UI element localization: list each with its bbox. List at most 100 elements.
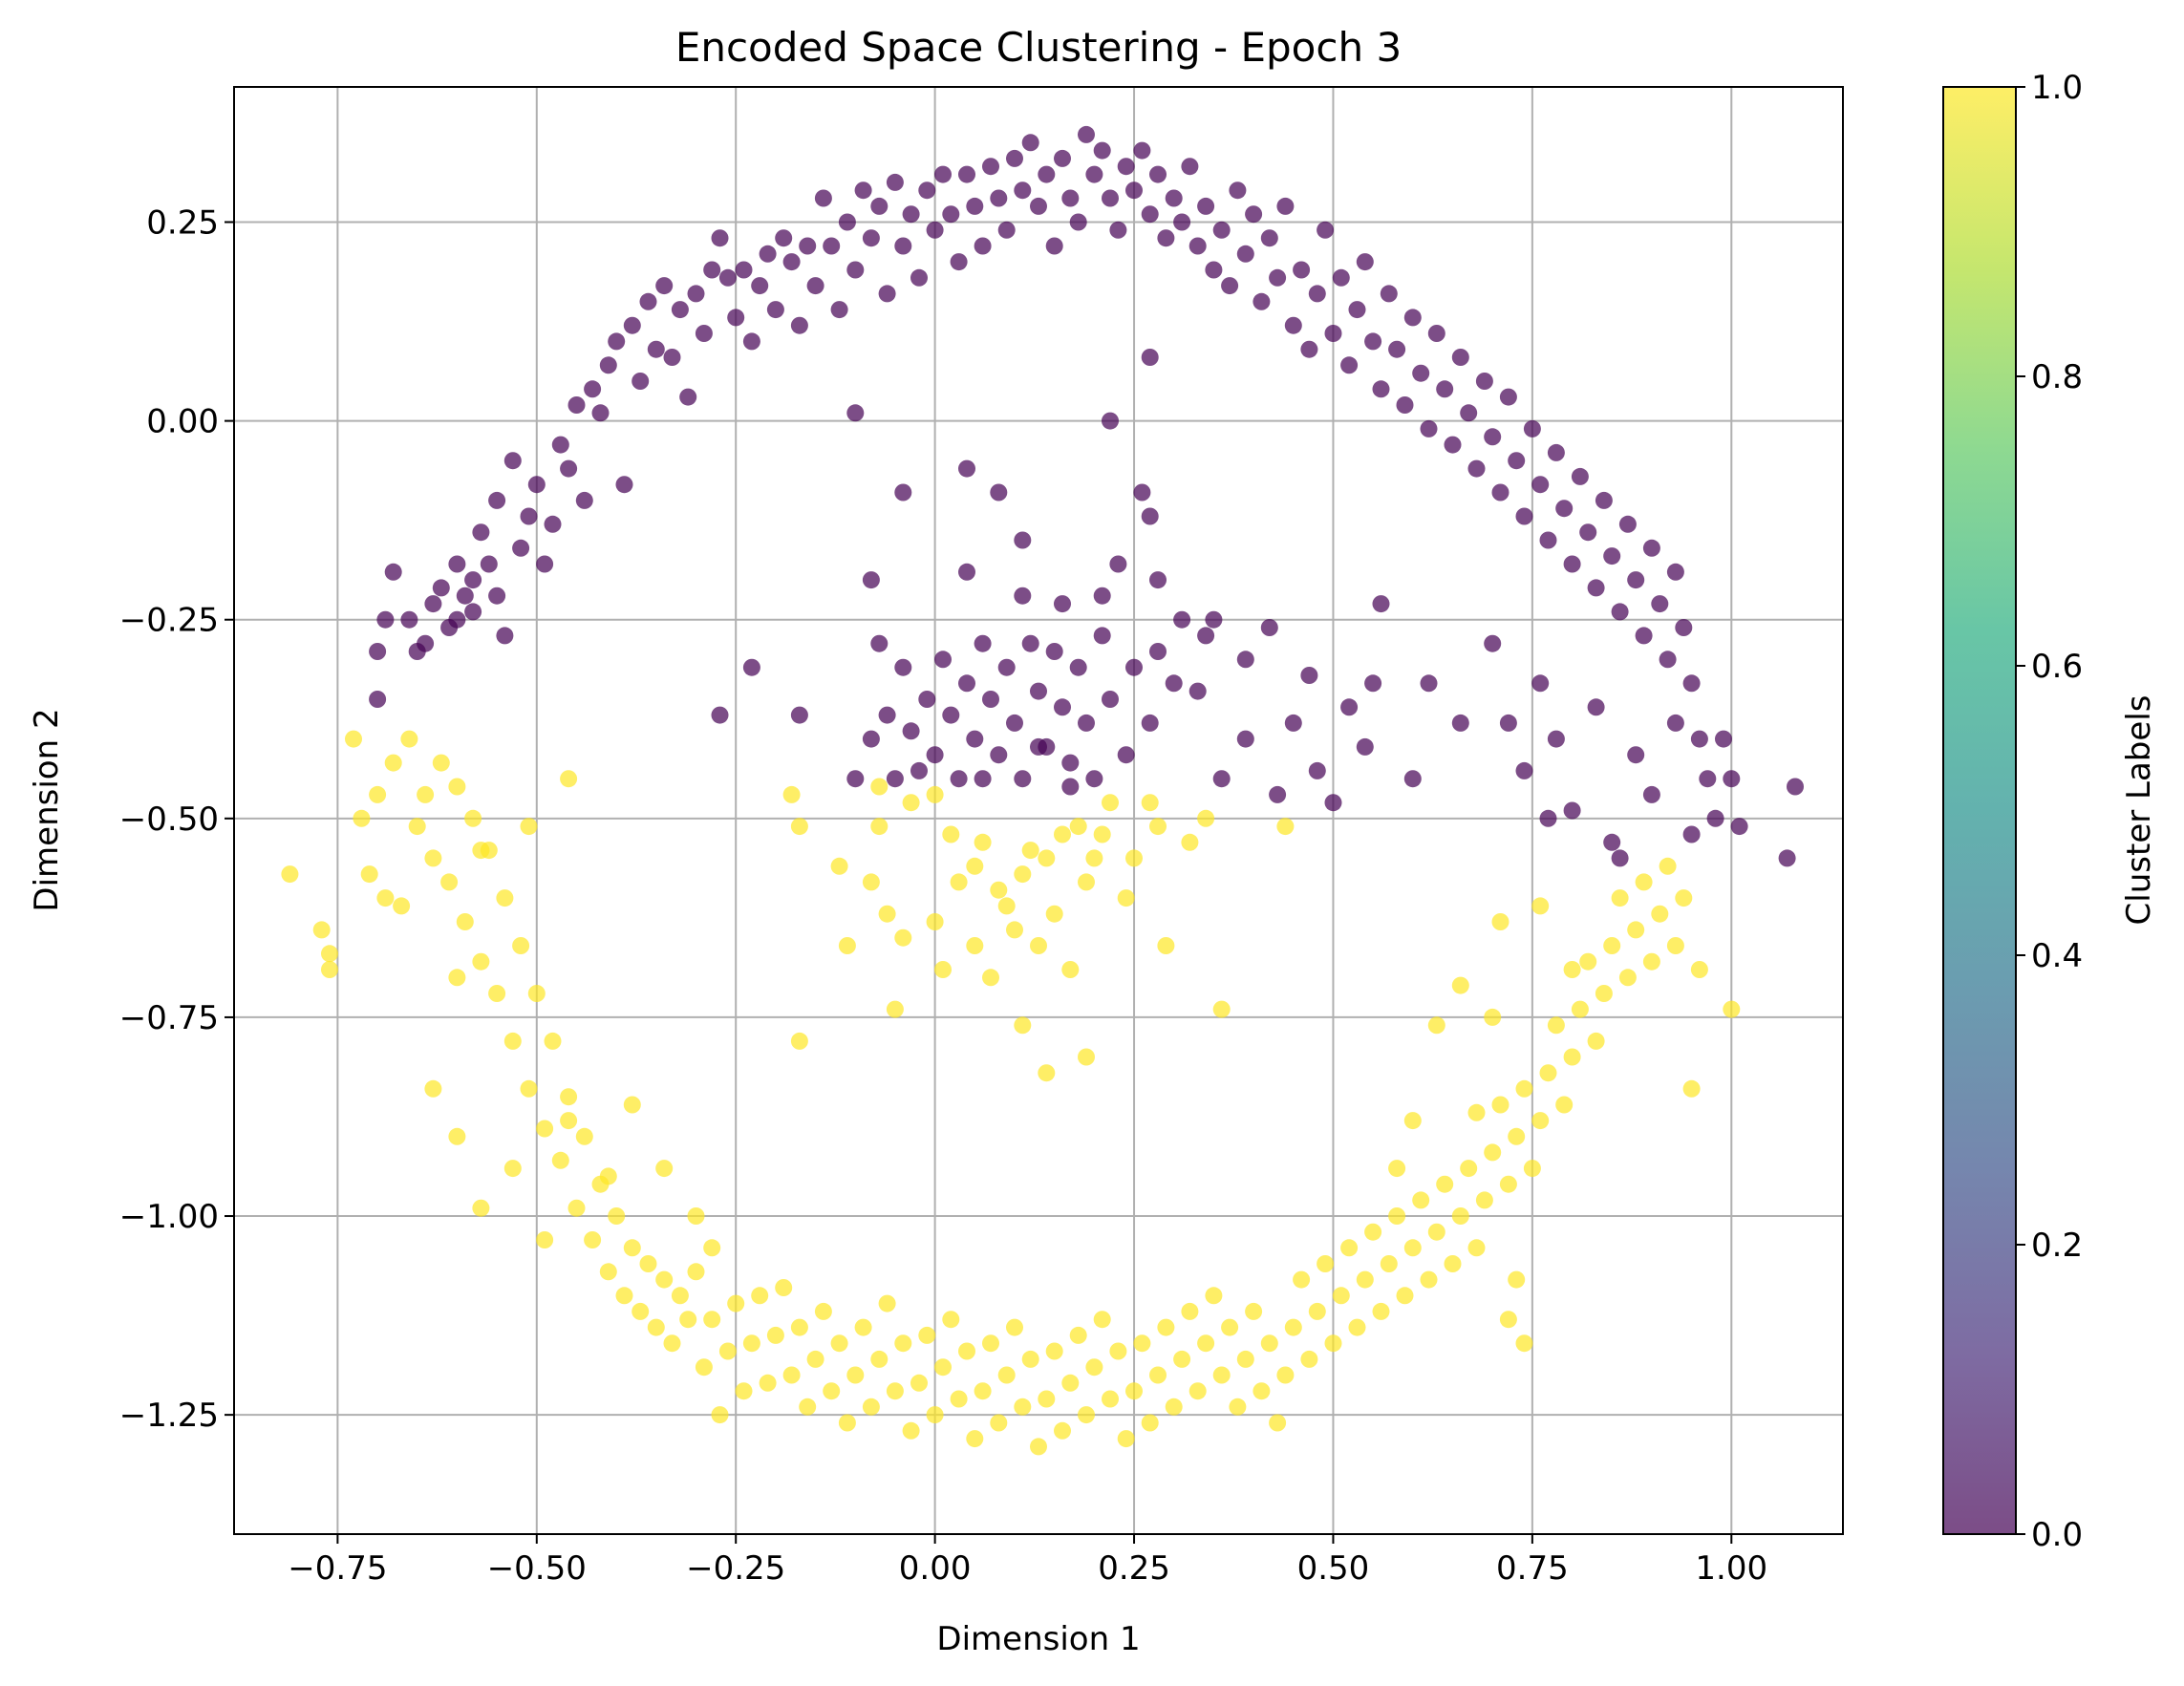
data-point-cluster-0 xyxy=(1451,349,1469,366)
colorbar-tick-label: 0.0 xyxy=(2031,1516,2083,1554)
data-point-cluster-1 xyxy=(560,1088,578,1106)
data-point-cluster-1 xyxy=(663,1334,681,1353)
data-point-cluster-0 xyxy=(1571,467,1589,485)
data-point-cluster-0 xyxy=(1508,452,1526,470)
data-point-cluster-0 xyxy=(1324,325,1342,342)
data-point-cluster-0 xyxy=(1723,770,1741,788)
data-point-cluster-1 xyxy=(376,889,395,907)
data-point-cluster-0 xyxy=(1372,595,1390,613)
data-point-cluster-0 xyxy=(1563,555,1581,573)
data-point-cluster-0 xyxy=(1675,619,1693,636)
x-tick-label: −0.75 xyxy=(288,1549,387,1588)
data-point-cluster-0 xyxy=(1260,229,1278,247)
data-point-cluster-1 xyxy=(1659,857,1677,875)
data-point-cluster-0 xyxy=(1014,770,1032,788)
data-point-cluster-1 xyxy=(424,1079,442,1098)
data-point-cluster-0 xyxy=(1340,356,1359,374)
data-point-cluster-0 xyxy=(1069,658,1087,676)
data-point-cluster-0 xyxy=(1054,698,1071,716)
data-point-cluster-0 xyxy=(1499,714,1517,732)
data-point-cluster-1 xyxy=(400,730,418,748)
data-point-cluster-0 xyxy=(894,237,912,255)
data-point-cluster-1 xyxy=(1197,809,1215,827)
data-point-cluster-1 xyxy=(520,818,538,836)
data-point-cluster-1 xyxy=(982,969,999,987)
data-point-cluster-1 xyxy=(1491,913,1510,930)
data-point-cluster-1 xyxy=(1038,849,1056,867)
data-point-cluster-1 xyxy=(1611,889,1629,907)
data-point-cluster-1 xyxy=(790,818,808,836)
data-point-cluster-0 xyxy=(1236,730,1254,748)
data-point-cluster-0 xyxy=(918,691,936,708)
data-point-cluster-1 xyxy=(775,1279,793,1296)
data-point-cluster-0 xyxy=(974,634,992,652)
data-point-cluster-0 xyxy=(1245,205,1263,224)
data-point-cluster-1 xyxy=(639,1255,657,1272)
data-point-cluster-1 xyxy=(551,1151,569,1169)
data-point-cluster-1 xyxy=(830,1334,848,1353)
data-point-cluster-1 xyxy=(918,1326,936,1344)
data-point-cluster-0 xyxy=(1021,134,1039,152)
data-point-cluster-0 xyxy=(1141,349,1159,366)
data-point-cluster-1 xyxy=(926,1406,944,1424)
data-point-cluster-0 xyxy=(1165,189,1183,207)
y-tick-label: 0.00 xyxy=(146,403,219,441)
data-point-cluster-0 xyxy=(1348,301,1366,319)
data-point-cluster-1 xyxy=(599,1263,617,1281)
data-point-cluster-1 xyxy=(966,1430,984,1448)
data-point-cluster-0 xyxy=(1778,849,1796,867)
y-tick-label: 0.25 xyxy=(146,204,219,243)
data-point-cluster-0 xyxy=(369,643,387,660)
data-point-cluster-0 xyxy=(1642,785,1660,803)
data-point-cluster-1 xyxy=(1069,1326,1087,1344)
data-point-cluster-0 xyxy=(790,706,808,724)
data-point-cluster-1 xyxy=(870,818,889,836)
data-point-cluster-0 xyxy=(1627,746,1645,764)
data-point-cluster-1 xyxy=(655,1160,674,1178)
data-point-cluster-0 xyxy=(639,292,657,310)
data-point-cluster-0 xyxy=(608,332,626,351)
data-point-cluster-0 xyxy=(1014,587,1032,605)
data-point-cluster-0 xyxy=(1587,698,1605,716)
data-point-cluster-0 xyxy=(1531,476,1550,494)
data-point-cluster-1 xyxy=(1229,1398,1247,1416)
data-point-cluster-1 xyxy=(599,1167,617,1185)
data-point-cluster-0 xyxy=(1539,531,1557,549)
data-point-cluster-0 xyxy=(591,404,610,422)
data-point-cluster-0 xyxy=(1149,643,1167,660)
data-point-cluster-1 xyxy=(727,1294,745,1313)
data-point-cluster-0 xyxy=(870,197,889,215)
colorbar-tick-label: 0.6 xyxy=(2031,648,2083,686)
data-point-cluster-0 xyxy=(854,181,872,200)
data-point-cluster-0 xyxy=(950,253,968,271)
data-point-cluster-0 xyxy=(1021,634,1039,652)
data-point-cluster-0 xyxy=(974,770,992,788)
data-point-cluster-0 xyxy=(703,261,721,279)
data-point-cluster-1 xyxy=(1078,1048,1095,1066)
data-point-cluster-1 xyxy=(1690,961,1708,978)
data-point-cluster-0 xyxy=(1427,325,1445,342)
data-point-cluster-0 xyxy=(1173,213,1191,231)
data-point-cluster-0 xyxy=(417,634,435,652)
data-point-cluster-0 xyxy=(1197,197,1215,215)
data-point-cluster-1 xyxy=(1197,1334,1215,1353)
data-point-cluster-0 xyxy=(950,770,968,788)
data-point-cluster-0 xyxy=(1117,746,1135,764)
data-point-cluster-1 xyxy=(814,1302,832,1320)
data-point-cluster-0 xyxy=(1300,667,1318,684)
data-point-cluster-0 xyxy=(1293,261,1311,279)
data-point-cluster-1 xyxy=(1635,873,1653,891)
data-point-cluster-1 xyxy=(1300,1350,1318,1368)
data-point-cluster-0 xyxy=(1284,316,1302,334)
data-point-cluster-1 xyxy=(1117,1430,1135,1448)
data-point-cluster-1 xyxy=(1173,1350,1191,1368)
data-point-cluster-0 xyxy=(934,651,952,669)
colorbar-gradient xyxy=(1943,87,2016,1534)
data-point-cluster-0 xyxy=(1061,778,1080,796)
data-point-cluster-0 xyxy=(1372,380,1390,398)
data-point-cluster-1 xyxy=(1324,1334,1342,1353)
x-tick-label: 1.00 xyxy=(1695,1549,1767,1588)
data-point-cluster-1 xyxy=(878,1294,896,1313)
data-point-cluster-1 xyxy=(503,1160,522,1178)
